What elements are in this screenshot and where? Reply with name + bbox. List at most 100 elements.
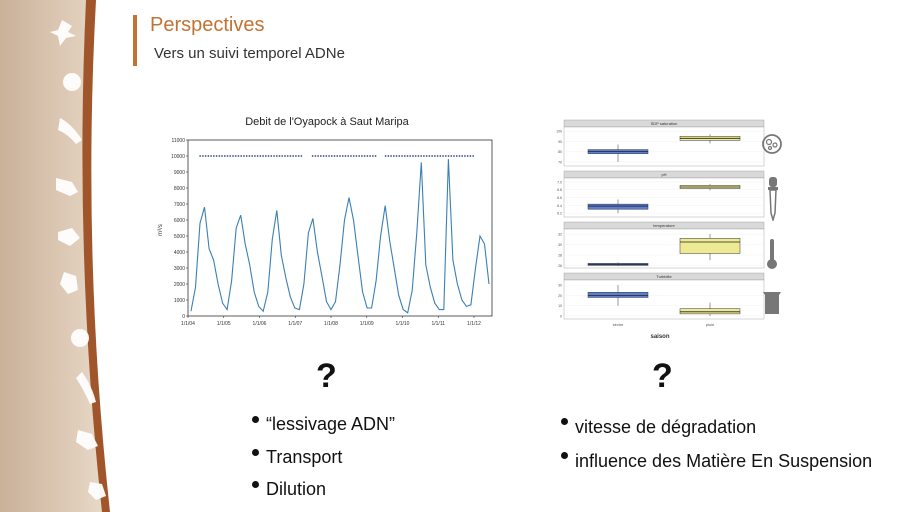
threshold-dot bbox=[371, 155, 374, 157]
y-tick-label: 11000 bbox=[171, 138, 185, 144]
threshold-dot bbox=[392, 155, 395, 157]
threshold-dot bbox=[314, 155, 317, 157]
threshold-dot bbox=[436, 155, 439, 157]
threshold-dot bbox=[333, 155, 336, 157]
threshold-dot bbox=[409, 155, 412, 157]
threshold-dot bbox=[289, 155, 292, 157]
x-tick-label: 1/1/10 bbox=[396, 321, 410, 327]
threshold-dot bbox=[439, 155, 442, 157]
insect-silhouette-icon bbox=[50, 20, 76, 46]
threshold-dot bbox=[207, 155, 210, 157]
threshold-dot bbox=[212, 155, 215, 157]
insect-silhouette-icon bbox=[76, 430, 98, 450]
threshold-dot bbox=[328, 155, 330, 157]
threshold-dot bbox=[352, 155, 355, 157]
y-tick-label: 10 bbox=[558, 304, 562, 308]
bullet-item: Transport bbox=[252, 441, 395, 474]
y-tick-label: 5000 bbox=[174, 234, 185, 240]
y-tick-label: 30 bbox=[558, 243, 562, 247]
flower-silhouette-icon bbox=[63, 73, 81, 91]
threshold-dot bbox=[447, 155, 450, 157]
thermometer-icon bbox=[767, 239, 777, 269]
threshold-dot bbox=[286, 155, 289, 157]
y-tick-label: 100 bbox=[556, 130, 562, 134]
threshold-dot bbox=[358, 155, 361, 157]
x-tick-label: pluie bbox=[706, 322, 715, 327]
y-tick-label: 28 bbox=[558, 254, 562, 258]
threshold-dot bbox=[270, 155, 273, 157]
threshold-dot bbox=[341, 155, 344, 157]
threshold-dot bbox=[281, 155, 284, 157]
threshold-dot bbox=[387, 155, 390, 157]
threshold-dot bbox=[414, 155, 417, 157]
threshold-dot bbox=[319, 155, 322, 157]
threshold-dot bbox=[311, 155, 314, 157]
y-tick-label: 6.8 bbox=[557, 188, 562, 192]
threshold-dot bbox=[417, 155, 420, 157]
threshold-dot bbox=[433, 155, 436, 157]
threshold-dot bbox=[455, 155, 458, 157]
bird-silhouette-icon bbox=[76, 372, 96, 404]
threshold-dot bbox=[253, 155, 256, 157]
discharge-line-chart: Debit de l'Oyapock à Saut Maripa m³/s 01… bbox=[158, 116, 493, 327]
x-tick-label: 1/1/07 bbox=[288, 321, 302, 327]
flower-silhouette-icon bbox=[71, 329, 89, 347]
panel-frame bbox=[563, 126, 765, 167]
threshold-dot bbox=[264, 155, 267, 157]
x-tick-label: 1/1/06 bbox=[253, 321, 267, 327]
y-axis-label: m³/s bbox=[158, 224, 164, 236]
threshold-dot bbox=[444, 155, 447, 157]
threshold-dot bbox=[215, 155, 218, 157]
threshold-dot bbox=[366, 155, 369, 157]
threshold-dot bbox=[469, 155, 472, 157]
decorative-nature-band bbox=[0, 0, 110, 512]
y-tick-label: 32 bbox=[558, 233, 562, 237]
threshold-dot bbox=[330, 155, 333, 157]
y-tick-label: 26 bbox=[558, 264, 562, 268]
box-body bbox=[679, 308, 741, 315]
threshold-dot bbox=[267, 155, 270, 157]
slide-title: Perspectives bbox=[150, 14, 265, 36]
threshold-dot bbox=[234, 155, 237, 157]
boxplot-x-label: saison bbox=[650, 334, 669, 340]
insect-silhouette-icon bbox=[58, 228, 80, 246]
bullet-item: Dilution bbox=[252, 473, 395, 506]
y-tick-label: 7.0 bbox=[557, 180, 562, 184]
y-tick-label: 30 bbox=[558, 284, 562, 288]
y-tick-label: 0 bbox=[182, 314, 185, 320]
threshold-dot bbox=[297, 155, 300, 157]
threshold-dot bbox=[347, 155, 350, 157]
chart-title: Debit de l'Oyapock à Saut Maripa bbox=[245, 116, 409, 128]
y-tick-label: 2000 bbox=[174, 282, 185, 288]
y-tick-label: 9000 bbox=[174, 170, 185, 176]
threshold-dot bbox=[472, 155, 475, 157]
bird-silhouette-icon bbox=[58, 118, 82, 144]
right-bullet-list: vitesse de dégradation influence des Mat… bbox=[561, 410, 872, 478]
threshold-dot bbox=[374, 155, 377, 157]
insect-silhouette-icon bbox=[56, 178, 78, 196]
y-tick-label: 6.2 bbox=[557, 212, 562, 216]
threshold-dot bbox=[458, 155, 461, 157]
threshold-dot bbox=[273, 155, 275, 157]
box-body bbox=[679, 238, 741, 254]
threshold-dot bbox=[284, 155, 286, 157]
y-tick-label: 20 bbox=[558, 294, 562, 298]
threshold-dot bbox=[237, 155, 240, 157]
threshold-dot bbox=[278, 155, 281, 157]
threshold-dot bbox=[325, 155, 328, 157]
threshold-dot bbox=[428, 155, 431, 157]
y-tick-label: 6.6 bbox=[557, 196, 562, 200]
y-tick-label: 90 bbox=[558, 140, 562, 144]
threshold-dot bbox=[406, 155, 409, 157]
threshold-dot bbox=[395, 155, 398, 157]
left-question-mark: ? bbox=[316, 357, 337, 395]
seasonal-boxplot-chart: SDP saturation708090100pH6.26.46.66.87.0… bbox=[556, 119, 765, 340]
threshold-dot bbox=[251, 155, 254, 157]
box-body bbox=[587, 203, 649, 210]
x-tick-label: 1/1/08 bbox=[324, 321, 338, 327]
threshold-dot bbox=[243, 155, 245, 157]
bullet-item: influence des Matière En Suspension bbox=[561, 444, 872, 478]
x-tick-label: 1/1/04 bbox=[181, 321, 195, 327]
x-tick-label: 1/1/09 bbox=[360, 321, 374, 327]
threshold-dot bbox=[245, 155, 248, 157]
